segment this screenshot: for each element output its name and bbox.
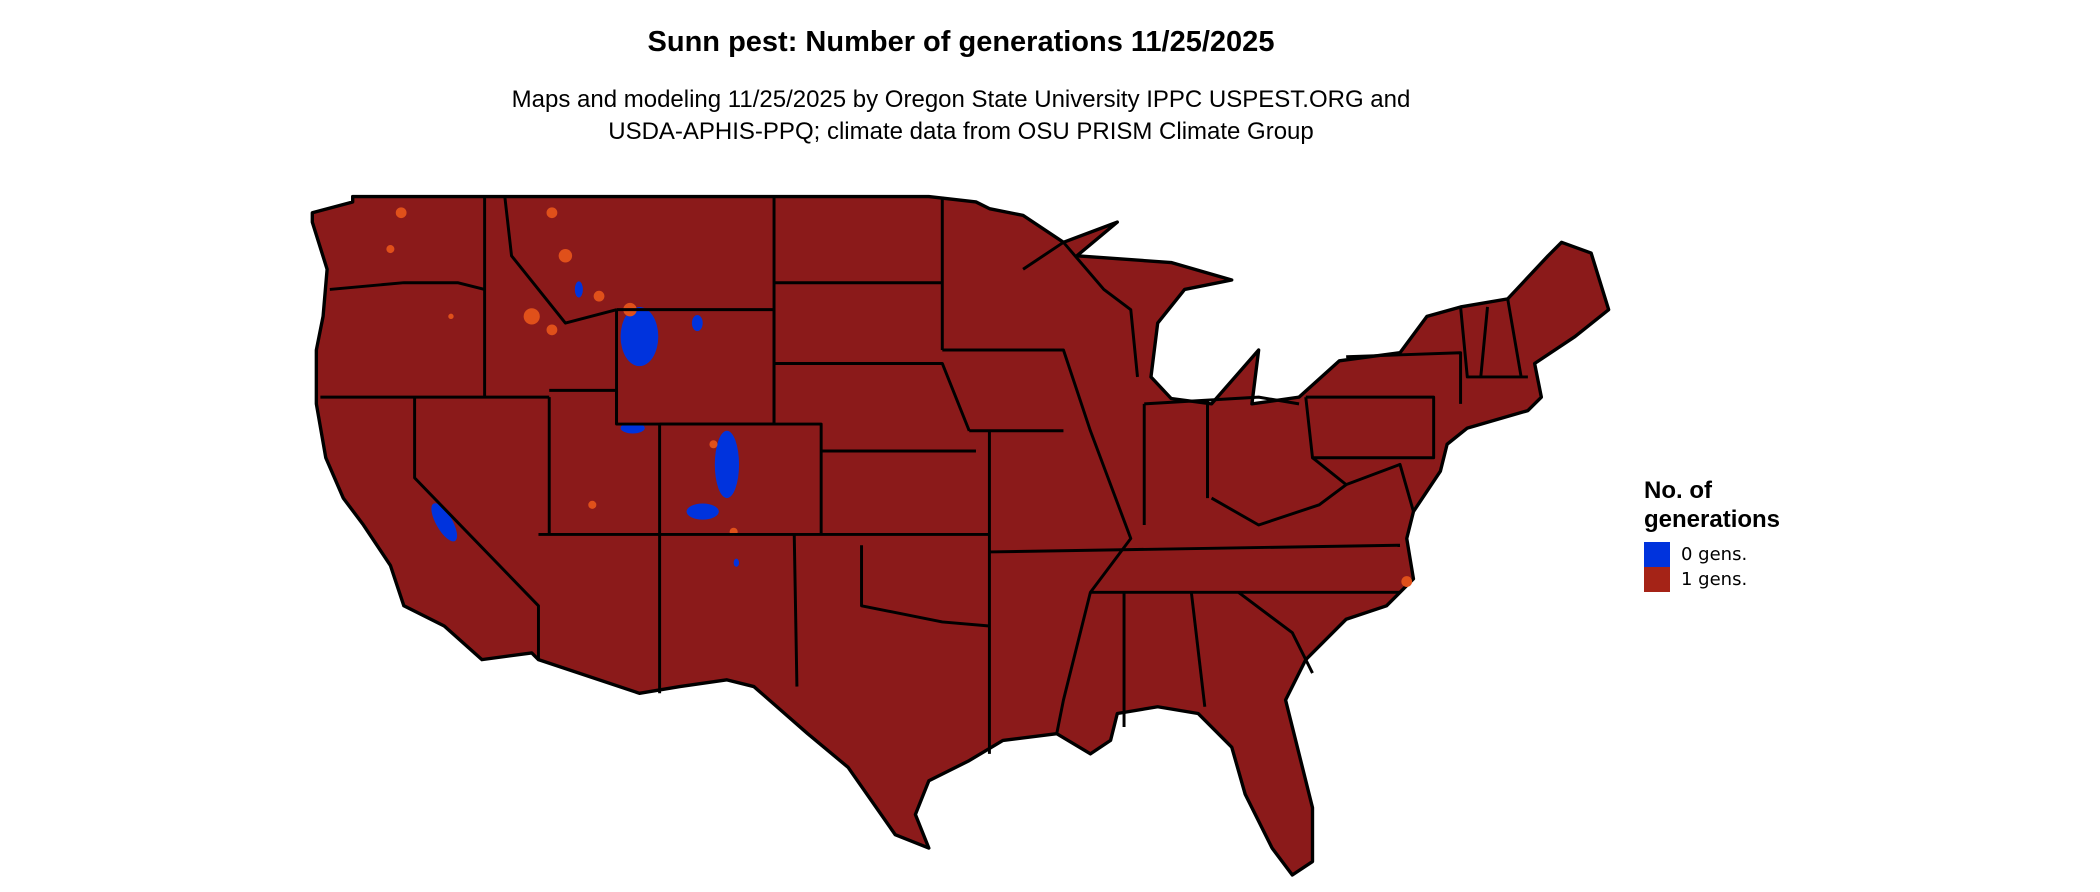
state-borders — [320, 196, 1528, 754]
legend-item-0-gens: 0 gens. — [1644, 542, 1780, 567]
map-title: Sunn pest: Number of generations 11/25/2… — [647, 26, 1275, 58]
legend-swatch-red — [1644, 567, 1670, 592]
legend-label: 1 gens. — [1681, 569, 1748, 590]
speckle-areas — [386, 207, 1413, 587]
legend-title-line2: generations — [1644, 506, 1781, 533]
legend-item-1-gens: 1 gens. — [1644, 567, 1780, 592]
map-subtitle-line1: Maps and modeling 11/25/2025 by Oregon S… — [511, 86, 1411, 113]
legend-swatch-blue — [1644, 542, 1670, 567]
map-subtitle-line2: USDA-APHIS-PPQ; climate data from OSU PR… — [608, 118, 1314, 145]
legend-title-line1: No. of — [1644, 477, 1712, 504]
legend-label: 0 gens. — [1681, 544, 1748, 565]
legend: No. of generations 0 gens. 1 gens. — [1644, 476, 1780, 592]
zero-generation-areas — [431, 281, 740, 567]
legend-title: No. of generations — [1644, 476, 1780, 534]
